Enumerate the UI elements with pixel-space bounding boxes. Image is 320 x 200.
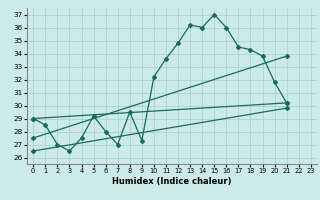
X-axis label: Humidex (Indice chaleur): Humidex (Indice chaleur) — [112, 177, 232, 186]
